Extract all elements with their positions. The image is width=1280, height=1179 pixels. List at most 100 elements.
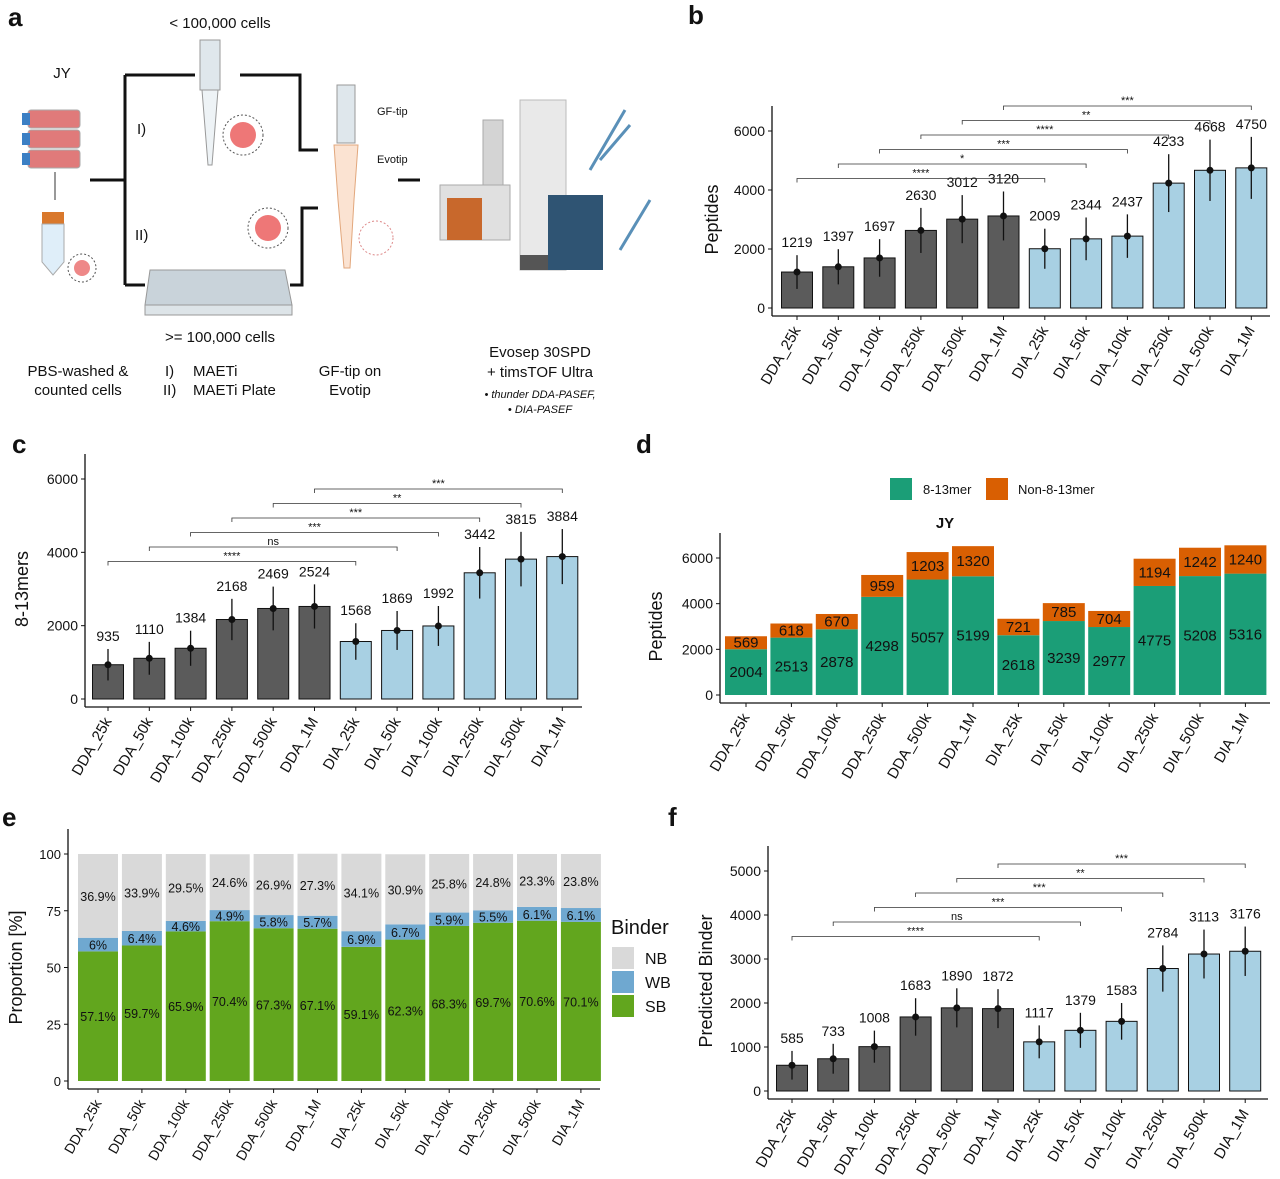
- bar-segment-non-8-13mer: [815, 613, 858, 630]
- bar-segment-8-13mer: [906, 579, 949, 695]
- data-point: [434, 622, 442, 630]
- significance-label: ***: [432, 478, 446, 490]
- segment-label: 6.4%: [128, 932, 157, 946]
- x-tick-label: DIA_50k: [361, 714, 405, 773]
- legend-swatch-non-8-13mer: [986, 478, 1008, 500]
- significance-bracket: [837, 163, 1087, 168]
- bar-segment-non-8-13mer: [1133, 558, 1176, 586]
- bar-segment-non-8-13mer: [861, 574, 904, 597]
- significance-bracket: [874, 907, 1122, 912]
- bar-segment-wb: [165, 920, 206, 932]
- segment-label: 68.3%: [431, 997, 466, 1011]
- significance-bracket: [961, 120, 1211, 125]
- x-tick-label: DDA_100k: [145, 1096, 193, 1163]
- x-tick-label: DDA_1M: [966, 324, 1011, 385]
- step2-num2: II): [163, 382, 176, 399]
- significance-label: ***: [1115, 853, 1129, 865]
- segment-label: 5.5%: [479, 911, 508, 925]
- y-tick-label: 75: [47, 904, 61, 919]
- segment-label: 4.6%: [172, 920, 201, 934]
- segment-label: 26.9%: [256, 879, 291, 893]
- x-tick-label: DIA_100k: [398, 714, 446, 780]
- legend-label: WB: [645, 975, 671, 992]
- value-label: 3176: [1230, 906, 1261, 922]
- y-tick-label: 6000: [682, 550, 713, 566]
- y-tick-label: 2000: [47, 618, 78, 634]
- value-label: 1583: [1106, 982, 1137, 998]
- bar: [1070, 238, 1103, 309]
- bar-segment-nb: [253, 854, 294, 916]
- data-point: [788, 1061, 796, 1069]
- segment-label: 2878: [820, 654, 853, 671]
- x-tick-label: DIA_1M: [548, 1097, 587, 1149]
- y-tick-label: 0: [54, 1074, 61, 1089]
- x-tick-label: DDA_250k: [189, 1096, 237, 1163]
- bar-segment-8-13mer: [1088, 627, 1131, 695]
- segment-label: 721: [1006, 619, 1031, 636]
- y-tick-label: 5000: [730, 863, 761, 879]
- segment-label: 23.8%: [563, 875, 598, 889]
- significance-label: ****: [223, 551, 241, 563]
- data-point: [912, 1013, 920, 1021]
- x-tick-label: DIA_50k: [1028, 710, 1072, 769]
- significance-bracket: [920, 134, 1170, 139]
- tube-icon: [41, 212, 97, 283]
- data-point: [1200, 950, 1208, 958]
- x-tick-label: DIA_250k: [455, 1096, 500, 1158]
- significance-label: ***: [1121, 95, 1135, 107]
- segment-label: 2004: [729, 664, 762, 681]
- significance-label: ****: [907, 926, 925, 938]
- step4-line1: Evosep 30SPD: [489, 344, 591, 361]
- significance-bracket: [796, 178, 1046, 183]
- panel-letter-b: b: [688, 0, 704, 30]
- bar-segment-8-13mer: [815, 629, 858, 695]
- value-label: 2784: [1147, 924, 1178, 940]
- x-tick-label: DIA_1M: [1211, 1107, 1253, 1162]
- segment-label: 5.9%: [435, 913, 464, 927]
- value-label: 4233: [1153, 133, 1184, 149]
- bar-segment-8-13mer: [1042, 621, 1085, 695]
- bar-segment-non-8-13mer: [1224, 545, 1267, 574]
- step3-line1: GF-tip on: [319, 363, 382, 380]
- significance-label: ****: [1036, 124, 1054, 136]
- segment-label: 5199: [956, 628, 989, 645]
- value-label: 1683: [900, 977, 931, 993]
- bar-segment-nb: [121, 854, 162, 931]
- bar-segment-non-8-13mer: [997, 618, 1040, 636]
- segment-label: 23.3%: [519, 874, 554, 888]
- y-tick-label: 2000: [682, 641, 713, 657]
- significance-label: ***: [349, 507, 363, 519]
- bar-segment-sb: [385, 939, 426, 1081]
- bar-segment-nb: [297, 853, 338, 916]
- x-tick-label: DDA_100k: [793, 710, 844, 782]
- value-label: 2469: [258, 566, 289, 582]
- legend-label: 8-13mer: [923, 482, 972, 497]
- significance-bracket: [997, 863, 1246, 868]
- significance-label: **: [393, 493, 402, 505]
- segment-label: 5.8%: [259, 916, 288, 930]
- legend-swatch-sb: [612, 995, 634, 1017]
- value-label: 2344: [1071, 196, 1102, 212]
- bar-segment-non-8-13mer: [770, 623, 813, 638]
- x-tick-label: DIA_100k: [1081, 1106, 1129, 1172]
- value-label: 4668: [1194, 119, 1225, 135]
- bar-segment-non-8-13mer: [1042, 603, 1085, 622]
- value-label: 1117: [1025, 1004, 1054, 1020]
- value-label: 2524: [299, 563, 330, 579]
- value-label: 4750: [1236, 116, 1267, 132]
- step2-line2: MAETi Plate: [193, 382, 276, 399]
- bar-segment-nb: [560, 854, 601, 909]
- significance-label: ***: [992, 897, 1006, 909]
- step1-line2: counted cells: [34, 382, 122, 399]
- segment-label: 5316: [1229, 626, 1262, 643]
- x-tick-label: DIA_500k: [1160, 710, 1208, 776]
- segment-label: 785: [1051, 604, 1076, 621]
- segment-label: 2513: [775, 658, 808, 675]
- bar-segment-8-13mer: [1179, 576, 1221, 695]
- segment-label: 6.1%: [523, 908, 552, 922]
- segment-label: 67.3%: [256, 999, 291, 1013]
- y-tick-label: 4000: [682, 596, 713, 612]
- bar: [858, 1046, 891, 1092]
- data-point: [793, 268, 801, 276]
